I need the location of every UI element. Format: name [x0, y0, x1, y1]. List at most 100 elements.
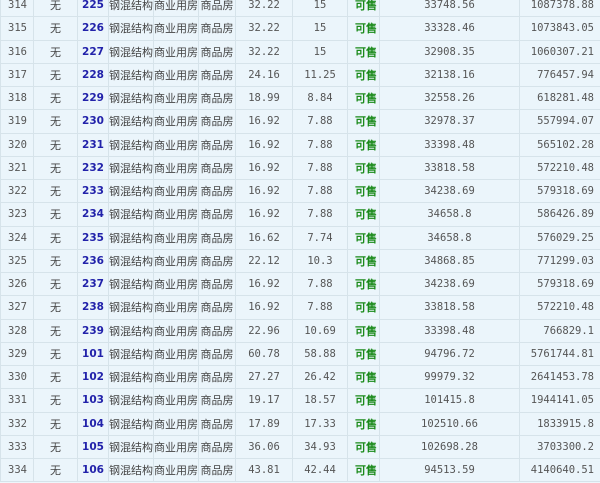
table-row: 318 无 229 钢混结构 商业用房 商品房 18.99 8.84 可售 32558.26 618… — [0, 85, 600, 111]
row-number: 321 — [0, 155, 34, 181]
property-type-cell: 商品房 — [198, 295, 236, 320]
inner-area-cell: 7.88 — [292, 295, 348, 320]
table-row: 321 无 232 钢混结构 商业用房 商品房 16.92 7.88 可售 33818.58 572… — [0, 155, 600, 181]
unit-price-cell: 32558.26 — [379, 85, 520, 111]
row-number: 315 — [0, 16, 34, 41]
row-number: 330 — [0, 364, 34, 390]
room-number-link[interactable]: 101 — [77, 341, 109, 367]
property-type-cell: 商品房 — [198, 457, 236, 483]
status-cell: 可售 — [347, 341, 380, 367]
room-number-link[interactable]: 227 — [77, 39, 109, 64]
room-number-link[interactable]: 232 — [77, 155, 109, 181]
inner-area-cell: 26.42 — [292, 364, 348, 390]
room-number-link[interactable]: 230 — [77, 109, 109, 134]
structure-cell: 钢混结构 — [108, 178, 154, 204]
table-row: 328 无 239 钢混结构 商业用房 商品房 22.96 10.69 可售 33398.48 76… — [0, 318, 600, 343]
floor-cell: 无 — [33, 16, 78, 41]
usage-cell: 商业用房 — [153, 0, 199, 18]
inner-area-cell: 10.3 — [292, 248, 348, 274]
property-type-cell: 商品房 — [198, 388, 236, 413]
unit-price-cell: 32908.35 — [379, 39, 520, 64]
area-cell: 32.22 — [235, 0, 293, 18]
floor-cell: 无 — [33, 109, 78, 134]
floor-cell: 无 — [33, 295, 78, 320]
unit-price-cell: 34238.69 — [379, 178, 520, 204]
room-number-link[interactable]: 106 — [77, 457, 109, 483]
room-number-link[interactable]: 233 — [77, 178, 109, 204]
unit-price-cell: 94796.72 — [379, 341, 520, 367]
room-number-link[interactable]: 235 — [77, 225, 109, 250]
room-number-link[interactable]: 102 — [77, 364, 109, 390]
area-cell: 19.17 — [235, 388, 293, 413]
floor-cell: 无 — [33, 202, 78, 227]
room-number-link[interactable]: 231 — [77, 132, 109, 157]
status-cell: 可售 — [347, 318, 380, 343]
status-cell: 可售 — [347, 178, 380, 204]
property-type-cell: 商品房 — [198, 202, 236, 227]
unit-price-cell: 94513.59 — [379, 457, 520, 483]
room-number-link[interactable]: 105 — [77, 434, 109, 460]
usage-cell: 商业用房 — [153, 411, 199, 436]
table-row: 332 无 104 钢混结构 商业用房 商品房 17.89 17.33 可售 102510.66 1… — [0, 411, 600, 436]
floor-cell: 无 — [33, 62, 78, 88]
inner-area-cell: 7.88 — [292, 178, 348, 204]
usage-cell: 商业用房 — [153, 155, 199, 181]
room-number-link[interactable]: 237 — [77, 271, 109, 297]
unit-price-cell: 34658.8 — [379, 225, 520, 250]
room-number-link[interactable]: 226 — [77, 16, 109, 41]
floor-cell: 无 — [33, 225, 78, 250]
floor-cell: 无 — [33, 155, 78, 181]
total-price-cell: 4140640.51 — [519, 457, 600, 483]
unit-price-cell: 34238.69 — [379, 271, 520, 297]
unit-price-cell: 102510.66 — [379, 411, 520, 436]
usage-cell: 商业用房 — [153, 202, 199, 227]
room-number-link[interactable]: 229 — [77, 85, 109, 111]
unit-price-cell: 33748.56 — [379, 0, 520, 18]
row-number: 322 — [0, 178, 34, 204]
table-row: 331 无 103 钢混结构 商业用房 商品房 19.17 18.57 可售 101415.8 19… — [0, 388, 600, 413]
table-row: 322 无 233 钢混结构 商业用房 商品房 16.92 7.88 可售 34238.69 579… — [0, 178, 600, 204]
status-cell: 可售 — [347, 388, 380, 413]
table-row: 320 无 231 钢混结构 商业用房 商品房 16.92 7.88 可售 33398.48 565… — [0, 132, 600, 157]
usage-cell: 商业用房 — [153, 109, 199, 134]
structure-cell: 钢混结构 — [108, 364, 154, 390]
area-cell: 60.78 — [235, 341, 293, 367]
property-type-cell: 商品房 — [198, 364, 236, 390]
room-number-link[interactable]: 236 — [77, 248, 109, 274]
total-price-cell: 1087378.88 — [519, 0, 600, 18]
area-cell: 18.99 — [235, 85, 293, 111]
total-price-cell: 557994.07 — [519, 109, 600, 134]
room-number-link[interactable]: 238 — [77, 295, 109, 320]
structure-cell: 钢混结构 — [108, 271, 154, 297]
area-cell: 17.89 — [235, 411, 293, 436]
room-number-link[interactable]: 104 — [77, 411, 109, 436]
structure-cell: 钢混结构 — [108, 295, 154, 320]
room-number-link[interactable]: 103 — [77, 388, 109, 413]
table-row: 323 无 234 钢混结构 商业用房 商品房 16.92 7.88 可售 34658.8 5864… — [0, 202, 600, 227]
total-price-cell: 1944141.05 — [519, 388, 600, 413]
unit-price-cell: 33398.48 — [379, 132, 520, 157]
table-row: 316 无 227 钢混结构 商业用房 商品房 32.22 15 可售 32908.35 10603… — [0, 39, 600, 64]
area-cell: 36.06 — [235, 434, 293, 460]
row-number: 333 — [0, 434, 34, 460]
unit-price-cell: 34868.85 — [379, 248, 520, 274]
area-cell: 22.96 — [235, 318, 293, 343]
area-cell: 16.92 — [235, 271, 293, 297]
floor-cell: 无 — [33, 132, 78, 157]
room-number-link[interactable]: 228 — [77, 62, 109, 88]
table-row: 325 无 236 钢混结构 商业用房 商品房 22.12 10.3 可售 34868.85 771… — [0, 248, 600, 274]
room-number-link[interactable]: 239 — [77, 318, 109, 343]
area-cell: 32.22 — [235, 16, 293, 41]
inner-area-cell: 11.25 — [292, 62, 348, 88]
structure-cell: 钢混结构 — [108, 202, 154, 227]
room-number-link[interactable]: 225 — [77, 0, 109, 18]
property-type-cell: 商品房 — [198, 0, 236, 18]
room-number-link[interactable]: 234 — [77, 202, 109, 227]
row-number: 320 — [0, 132, 34, 157]
total-price-cell: 1833915.8 — [519, 411, 600, 436]
inner-area-cell: 10.69 — [292, 318, 348, 343]
inner-area-cell: 7.88 — [292, 271, 348, 297]
unit-price-cell: 32978.37 — [379, 109, 520, 134]
inner-area-cell: 34.93 — [292, 434, 348, 460]
